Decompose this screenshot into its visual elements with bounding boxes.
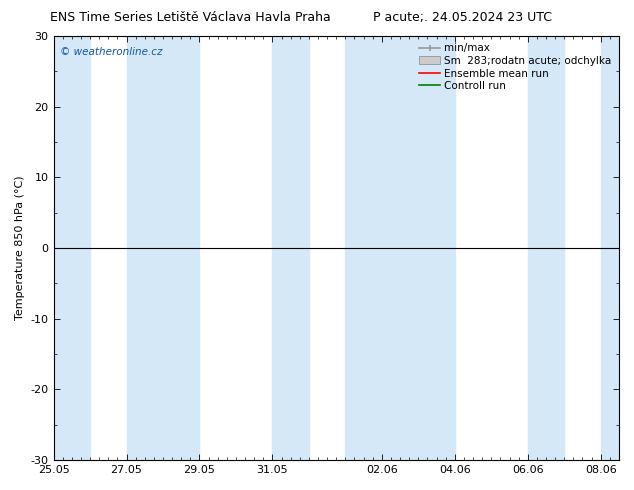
Bar: [601, 36, 619, 460]
Bar: [127, 36, 200, 460]
Text: © weatheronline.cz: © weatheronline.cz: [60, 47, 163, 57]
Y-axis label: Temperature 850 hPa (°C): Temperature 850 hPa (°C): [15, 176, 25, 320]
Text: ENS Time Series Letiště Václava Havla Praha: ENS Time Series Letiště Václava Havla Pr…: [50, 11, 330, 24]
Bar: [53, 36, 90, 460]
Text: P acute;. 24.05.2024 23 UTC: P acute;. 24.05.2024 23 UTC: [373, 11, 552, 24]
Bar: [273, 36, 309, 460]
Bar: [346, 36, 455, 460]
Bar: [527, 36, 564, 460]
Legend: min/max, Sm  283;rodatn acute; odchylka, Ensemble mean run, Controll run: min/max, Sm 283;rodatn acute; odchylka, …: [417, 41, 614, 93]
